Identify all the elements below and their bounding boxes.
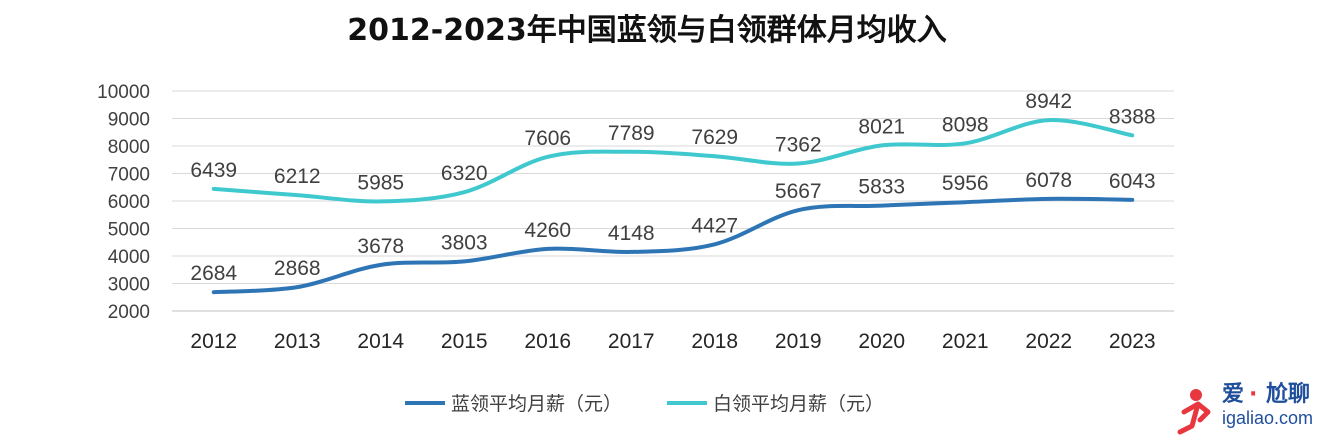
data-label-white-collar: 8098 (942, 113, 989, 136)
data-label-blue-collar: 5956 (942, 172, 989, 195)
legend-item-blue-collar[interactable]: 蓝领平均月薪（元） (405, 393, 622, 415)
legend: 蓝领平均月薪（元） 白领平均月薪（元） (405, 393, 884, 415)
y-tick-label: 4000 (108, 247, 150, 268)
y-tick-label: 6000 (108, 192, 150, 213)
chart-title: 2012-2023年中国蓝领与白领群体月均收入 (347, 13, 946, 48)
data-label-blue-collar: 2868 (274, 257, 321, 280)
series-lines (211, 118, 1135, 295)
data-label-blue-collar: 6043 (1109, 170, 1156, 193)
data-label-white-collar: 7789 (608, 122, 655, 145)
y-tick-label: 3000 (108, 275, 150, 296)
x-tick-label: 2013 (274, 330, 321, 353)
data-label-blue-collar: 5667 (775, 180, 822, 203)
data-label-white-collar: 8942 (1025, 90, 1072, 113)
y-tick-label: 8000 (108, 137, 150, 158)
data-label-white-collar: 6320 (441, 162, 488, 185)
x-tick-label: 2015 (441, 330, 488, 353)
watermark-url: igaliao.com (1222, 408, 1313, 428)
data-label-white-collar: 6439 (190, 159, 237, 182)
data-label-blue-collar: 3678 (357, 235, 404, 258)
data-label-blue-collar: 2684 (190, 262, 237, 285)
y-tick-label: 9000 (108, 110, 150, 131)
legend-label-white-collar: 白领平均月薪（元） (713, 393, 884, 415)
running-figure-icon (1177, 389, 1211, 435)
series-line-blue-collar (211, 196, 1135, 295)
x-tick-label: 2018 (691, 330, 738, 353)
y-tick-label: 10000 (97, 82, 150, 103)
data-label-white-collar: 5985 (357, 171, 404, 194)
data-label-blue-collar: 3803 (441, 231, 488, 254)
data-label-blue-collar: 4427 (691, 214, 738, 237)
x-tick-label: 2019 (775, 330, 822, 353)
data-label-blue-collar: 6078 (1025, 169, 1072, 192)
x-tick-label: 2020 (858, 330, 905, 353)
data-label-blue-collar: 4260 (524, 219, 571, 242)
x-tick-label: 2016 (524, 330, 571, 353)
watermark-dot: · (1249, 382, 1257, 407)
data-label-white-collar: 6212 (274, 165, 321, 188)
data-label-white-collar: 7629 (691, 126, 738, 149)
data-label-white-collar: 8021 (858, 115, 905, 138)
watermark-brand2: 尬聊 (1266, 381, 1310, 407)
legend-item-white-collar[interactable]: 白领平均月薪（元） (667, 393, 884, 415)
data-label-white-collar: 7606 (524, 127, 571, 150)
y-axis-ticks: 2000 3000 4000 5000 6000 7000 8000 9000 10000 (97, 82, 150, 323)
y-tick-label: 7000 (108, 165, 150, 186)
data-label-blue-collar: 5833 (858, 176, 905, 199)
x-tick-label: 2014 (357, 330, 404, 353)
series-line-white-collar (211, 118, 1135, 204)
data-label-white-collar: 8388 (1109, 105, 1156, 128)
watermark-logo: 爱 · 尬聊 igaliao.com (1177, 381, 1313, 435)
x-tick-label: 2021 (942, 330, 989, 353)
data-label-white-collar: 7362 (775, 134, 822, 157)
y-tick-label: 5000 (108, 220, 150, 241)
y-tick-label: 2000 (108, 302, 150, 323)
watermark-brand: 爱 (1222, 382, 1244, 407)
data-label-blue-collar: 4148 (608, 222, 655, 245)
data-labels: 2684 2868 3678 3803 4260 4148 4427 5667 5833 5956… (190, 90, 1155, 285)
x-tick-label: 2012 (190, 330, 237, 353)
x-tick-label: 2022 (1025, 330, 1072, 353)
x-axis-ticks: 2012 2013 2014 2015 2016 2017 2018 2019 2020 2021… (190, 330, 1155, 353)
x-tick-label: 2017 (608, 330, 655, 353)
legend-label-blue-collar: 蓝领平均月薪（元） (451, 393, 622, 415)
x-tick-label: 2023 (1109, 330, 1156, 353)
